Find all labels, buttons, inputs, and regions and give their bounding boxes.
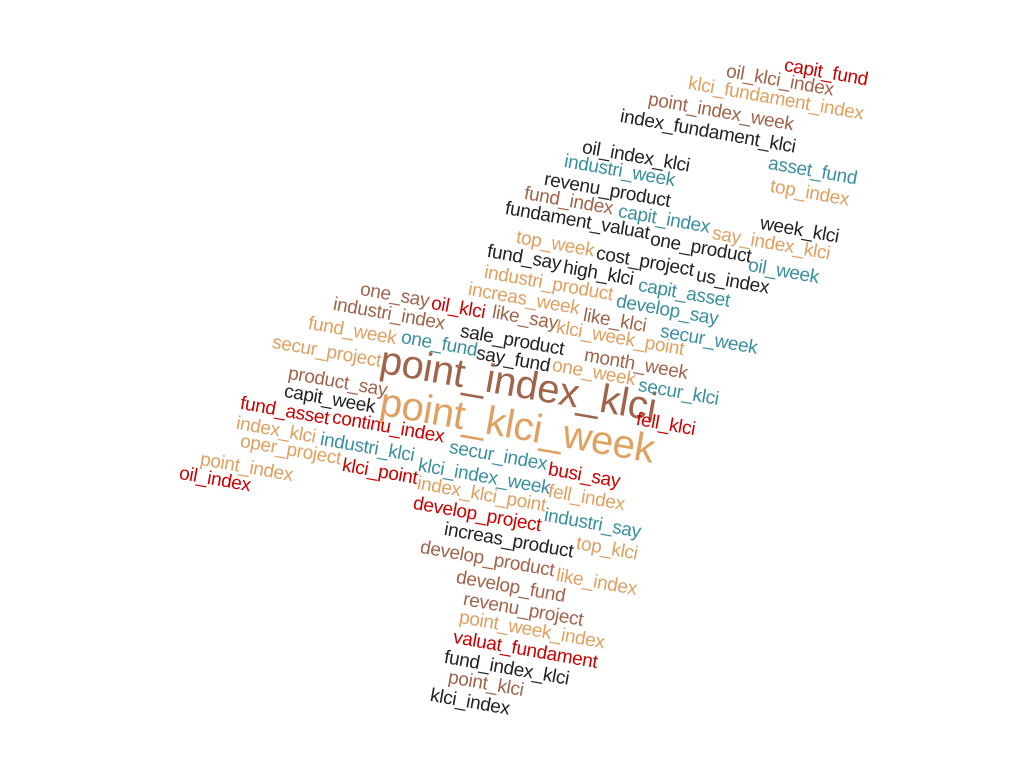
word: like_index: [554, 565, 639, 600]
